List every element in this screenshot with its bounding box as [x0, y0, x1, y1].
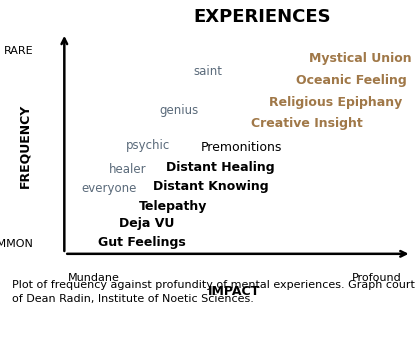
- Text: Plot of frequency against profundity of mental experiences. Graph courtesy
of De: Plot of frequency against profundity of …: [12, 280, 415, 304]
- Text: Deja VU: Deja VU: [119, 217, 174, 230]
- Text: Premonitions: Premonitions: [200, 141, 282, 154]
- Text: Profound: Profound: [352, 273, 401, 283]
- Text: saint: saint: [194, 65, 222, 78]
- Text: genius: genius: [160, 104, 199, 118]
- Text: EXPERIENCES: EXPERIENCES: [194, 9, 331, 26]
- Text: Creative Insight: Creative Insight: [251, 118, 363, 130]
- Text: psychic: psychic: [126, 139, 170, 152]
- Text: Telepathy: Telepathy: [139, 200, 208, 213]
- Text: COMMON: COMMON: [0, 240, 34, 250]
- Text: Mundane: Mundane: [68, 273, 120, 283]
- Text: Oceanic Feeling: Oceanic Feeling: [296, 74, 406, 87]
- Text: Religious Epiphany: Religious Epiphany: [269, 96, 402, 109]
- Text: Mystical Union: Mystical Union: [309, 53, 412, 65]
- Text: everyone: everyone: [81, 182, 137, 195]
- Text: Distant Knowing: Distant Knowing: [153, 180, 269, 193]
- Text: FREQUENCY: FREQUENCY: [19, 103, 32, 188]
- Text: IMPACT: IMPACT: [208, 285, 261, 298]
- Text: RARE: RARE: [4, 46, 34, 56]
- Text: Gut Feelings: Gut Feelings: [98, 236, 186, 250]
- Text: healer: healer: [109, 163, 146, 176]
- Text: Distant Healing: Distant Healing: [166, 161, 275, 174]
